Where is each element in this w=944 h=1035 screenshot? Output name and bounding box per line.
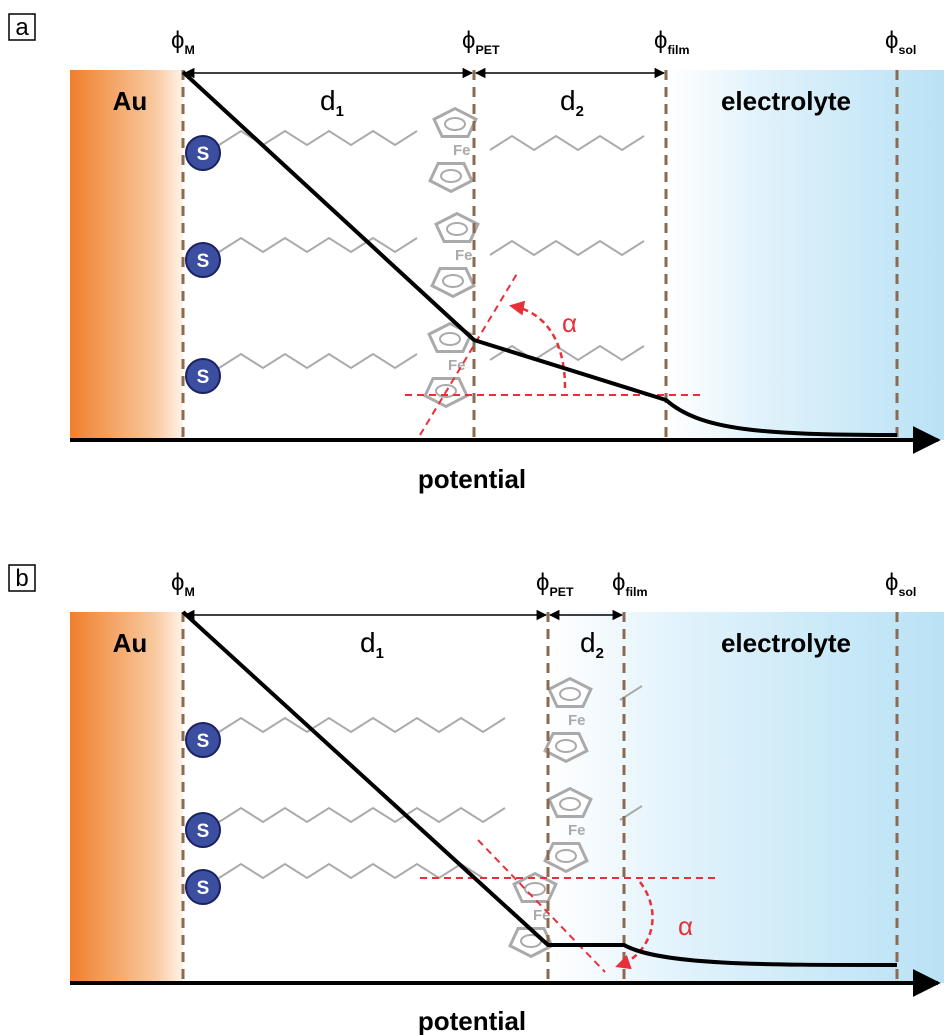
ferrocene: Fe <box>432 214 478 297</box>
phi-label-symbol: ϕ <box>654 27 667 54</box>
panel-label: a <box>15 14 29 41</box>
metal-label: Au <box>113 628 148 658</box>
cp-ring <box>434 109 476 137</box>
figure: aFeFeFeSSSAuelectrolyteαpotentialϕMϕPETϕ… <box>0 0 944 1035</box>
sulfur-label: S <box>197 731 210 752</box>
sulfur-label: S <box>197 251 210 272</box>
phi-label: ϕPET <box>462 27 500 57</box>
alkyl-chain <box>219 238 417 252</box>
distance-label-symbol: d <box>580 627 596 658</box>
electrolyte-label: electrolyte <box>721 628 851 658</box>
electrolyte-region <box>666 70 944 440</box>
panel: a Fe Fe Fe S S S Au electrolyte α potential <box>9 14 944 494</box>
distance-label: d2 <box>560 85 584 120</box>
cp-ring <box>430 164 472 192</box>
cp-ring <box>436 214 478 242</box>
cp-ring <box>429 324 471 352</box>
phi-label: ϕsol <box>885 27 916 57</box>
alkyl-chain <box>219 718 505 732</box>
phi-label-sub: PET <box>475 43 500 57</box>
metal-region <box>70 612 183 983</box>
distance-label-symbol: d <box>560 85 576 116</box>
phi-label: ϕsol <box>885 569 916 599</box>
distance-label-sub: 1 <box>336 104 344 120</box>
phi-label-sub: M <box>184 585 194 599</box>
cp-ring <box>432 269 474 297</box>
iron-label: Fe <box>568 712 586 729</box>
axis-label: potential <box>418 1006 526 1035</box>
phi-label: ϕfilm <box>654 27 689 57</box>
panel-label: b <box>15 565 28 592</box>
distance-label: d1 <box>320 85 344 120</box>
alkyl-chain <box>219 808 505 822</box>
angle-label: α <box>678 911 693 941</box>
phi-label: ϕM <box>171 27 195 57</box>
phi-label-sub: film <box>625 585 647 599</box>
sulfur-label: S <box>197 821 210 842</box>
alkyl-chain <box>219 354 417 368</box>
distance-label-sub: 1 <box>376 646 384 662</box>
distance-label-sub: 2 <box>596 646 604 662</box>
iron-label: Fe <box>568 822 586 839</box>
ferrocene: Fe <box>425 324 471 407</box>
distance-label-symbol: d <box>320 85 336 116</box>
phi-label: ϕfilm <box>612 569 647 599</box>
phi-label-symbol: ϕ <box>885 569 898 596</box>
metal-label: Au <box>113 86 148 116</box>
alkyl-chain <box>490 241 644 255</box>
phi-label-symbol: ϕ <box>171 569 184 596</box>
electrolyte-label: electrolyte <box>721 86 851 116</box>
phi-label-sub: film <box>667 43 689 57</box>
alkyl-chain <box>219 864 483 878</box>
phi-label-sub: sol <box>898 43 916 57</box>
phi-label-symbol: ϕ <box>612 569 625 596</box>
iron-label: Fe <box>453 142 471 159</box>
iron-label: Fe <box>455 247 473 264</box>
sulfur-label: S <box>197 367 210 388</box>
ferrocene: Fe <box>430 109 476 192</box>
sulfur-label: S <box>197 144 210 165</box>
distance-label-sub: 2 <box>576 104 584 120</box>
slope-line <box>420 272 518 435</box>
phi-label-sub: M <box>184 43 194 57</box>
angle-label: α <box>562 308 577 338</box>
distance-label-symbol: d <box>360 627 376 658</box>
phi-label-symbol: ϕ <box>171 27 184 54</box>
sulfur-label: S <box>197 878 210 899</box>
distance-label: d1 <box>360 627 384 662</box>
metal-region <box>70 70 183 440</box>
phi-label-symbol: ϕ <box>462 27 475 54</box>
phi-label: ϕPET <box>536 569 574 599</box>
iron-label: Fe <box>448 357 466 374</box>
alkyl-chain <box>490 136 644 150</box>
phi-label: ϕM <box>171 569 195 599</box>
phi-label-symbol: ϕ <box>536 569 549 596</box>
phi-label-symbol: ϕ <box>885 27 898 54</box>
axis-label: potential <box>418 464 526 494</box>
electrolyte-region <box>548 612 944 983</box>
phi-label-sub: sol <box>898 585 916 599</box>
phi-label-sub: PET <box>549 585 574 599</box>
